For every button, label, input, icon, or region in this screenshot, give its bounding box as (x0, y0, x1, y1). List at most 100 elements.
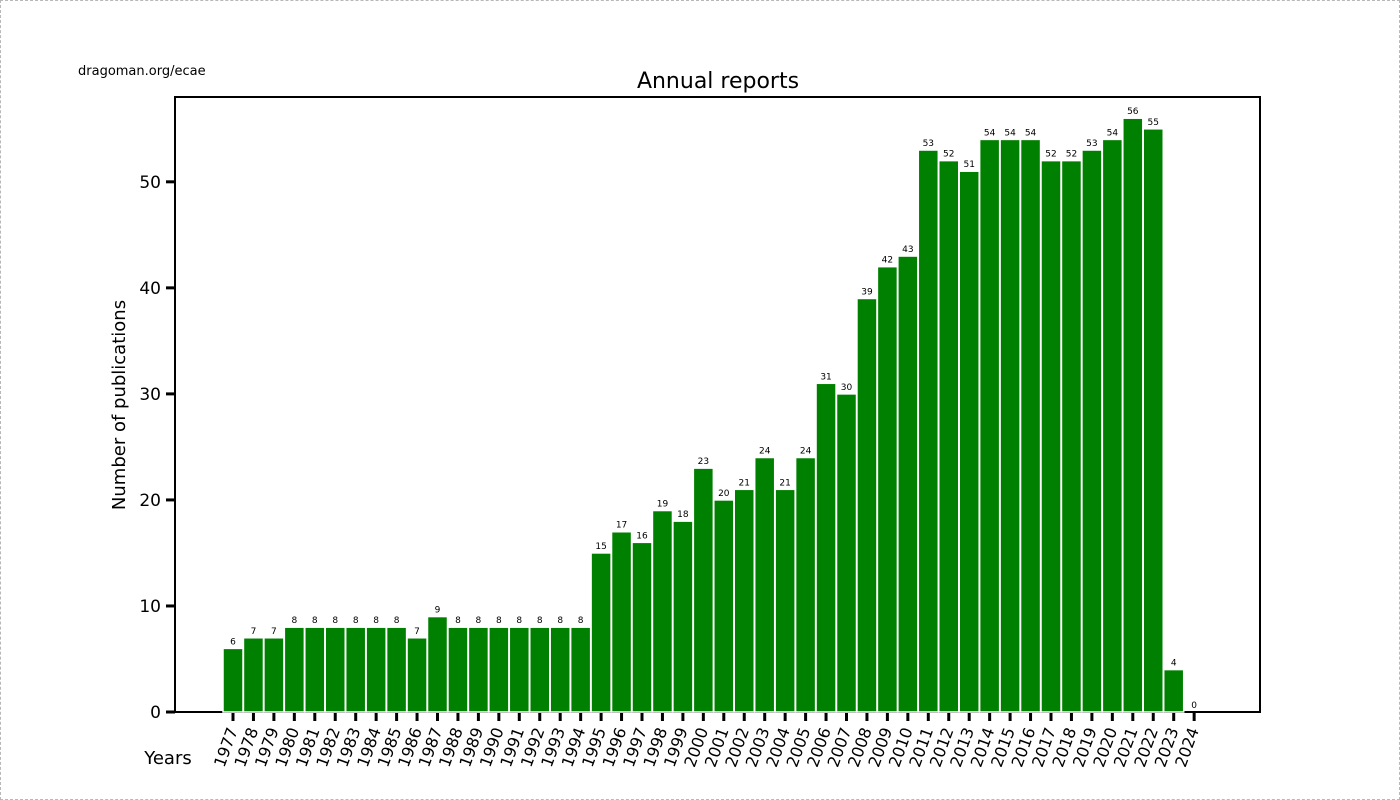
bar-1997 (631, 541, 653, 713)
value-label-1990: 8 (496, 616, 502, 626)
value-label-2018: 52 (1066, 150, 1077, 160)
value-label-2024: 0 (1191, 701, 1197, 711)
bar-1999 (672, 520, 694, 713)
bar-1981 (304, 626, 326, 713)
bar-2002 (733, 488, 755, 713)
value-label-1983: 8 (353, 616, 359, 626)
x-axis-label: Years (143, 748, 192, 769)
bar-1996 (610, 530, 633, 713)
bar-1993 (549, 626, 571, 713)
bar-2004 (774, 488, 796, 713)
value-label-2023: 4 (1171, 659, 1177, 669)
plot-area: 6197771978719798198081981819828198381984… (139, 96, 1261, 770)
bar-1985 (385, 626, 408, 713)
bar-2010 (897, 255, 919, 713)
bar-2022 (1142, 128, 1164, 713)
value-label-2015: 54 (1004, 128, 1016, 138)
value-label-1998: 19 (657, 500, 669, 510)
bar-2013 (958, 170, 980, 713)
value-label-1987: 9 (435, 606, 441, 616)
bar-2017 (1040, 159, 1062, 713)
source-label: dragoman.org/ecae (78, 64, 206, 79)
value-label-1978: 7 (251, 627, 257, 637)
value-label-1994: 8 (578, 616, 584, 626)
bar-1989 (467, 626, 490, 713)
y-tick-label-20: 20 (139, 491, 161, 511)
value-label-2011: 53 (923, 139, 934, 149)
value-label-1980: 8 (291, 616, 297, 626)
bar-1986 (406, 637, 428, 713)
bar-2020 (1101, 138, 1124, 713)
bar-1979 (263, 637, 285, 713)
value-label-1977: 6 (230, 637, 236, 647)
bar-2016 (1019, 138, 1042, 713)
bar-1983 (344, 626, 367, 713)
value-label-1981: 8 (312, 616, 318, 626)
bar-2019 (1081, 149, 1103, 713)
value-label-2013: 51 (963, 160, 974, 170)
bar-2007 (835, 393, 858, 713)
bar-2021 (1122, 117, 1144, 713)
value-label-1995: 15 (595, 542, 606, 552)
value-label-2001: 20 (718, 489, 730, 499)
y-tick-label-0: 0 (150, 703, 161, 723)
value-label-2019: 53 (1086, 139, 1097, 149)
value-label-1986: 7 (414, 627, 420, 637)
value-label-2016: 54 (1025, 128, 1037, 138)
value-label-2006: 31 (820, 372, 831, 382)
value-label-2005: 24 (800, 447, 812, 457)
value-label-1999: 18 (677, 510, 689, 520)
bar-1991 (508, 626, 531, 713)
value-label-1996: 17 (616, 521, 627, 531)
bar-1992 (529, 626, 551, 713)
y-axis-label: Number of publications (109, 300, 130, 510)
bar-2008 (856, 297, 878, 713)
value-label-2021: 56 (1127, 107, 1139, 117)
value-label-2017: 52 (1045, 150, 1056, 160)
y-tick-label-30: 30 (139, 385, 161, 405)
value-label-1989: 8 (476, 616, 482, 626)
value-label-1991: 8 (516, 616, 522, 626)
y-tick-label-40: 40 (139, 279, 161, 299)
value-label-1979: 7 (271, 627, 277, 637)
value-label-2020: 54 (1107, 128, 1119, 138)
bar-1987 (426, 615, 449, 713)
bar-2015 (999, 138, 1021, 713)
value-label-2014: 54 (984, 128, 996, 138)
value-label-2000: 23 (698, 457, 709, 467)
value-label-2003: 24 (759, 447, 771, 457)
value-label-2012: 52 (943, 150, 954, 160)
bar-2018 (1060, 159, 1083, 713)
bar-2006 (815, 382, 837, 713)
bar-2001 (713, 499, 735, 713)
value-label-1985: 8 (394, 616, 400, 626)
value-label-2010: 43 (902, 245, 913, 255)
bar-1984 (365, 626, 387, 713)
bar-1995 (590, 552, 612, 713)
chart-title: Annual reports (637, 69, 799, 94)
bar-1994 (569, 626, 592, 713)
value-label-1992: 8 (537, 616, 543, 626)
y-tick-label-50: 50 (139, 173, 161, 193)
bar-2014 (978, 138, 1001, 713)
value-label-1988: 8 (455, 616, 461, 626)
bar-2003 (753, 456, 776, 713)
value-label-2002: 21 (739, 478, 750, 488)
value-label-1997: 16 (636, 531, 648, 541)
bar-1990 (488, 626, 510, 713)
bar-1980 (283, 626, 306, 713)
value-label-1982: 8 (332, 616, 338, 626)
bar-2005 (794, 456, 817, 713)
bar-2000 (692, 467, 715, 713)
bar-1982 (324, 626, 346, 713)
value-label-2009: 42 (882, 256, 893, 266)
bar-1998 (651, 509, 674, 713)
value-label-2004: 21 (779, 478, 790, 488)
bar-2012 (938, 159, 960, 713)
bar-1978 (242, 637, 265, 713)
value-label-2022: 55 (1148, 118, 1159, 128)
value-label-1984: 8 (373, 616, 379, 626)
bar-1977 (222, 647, 244, 713)
value-label-1993: 8 (557, 616, 563, 626)
